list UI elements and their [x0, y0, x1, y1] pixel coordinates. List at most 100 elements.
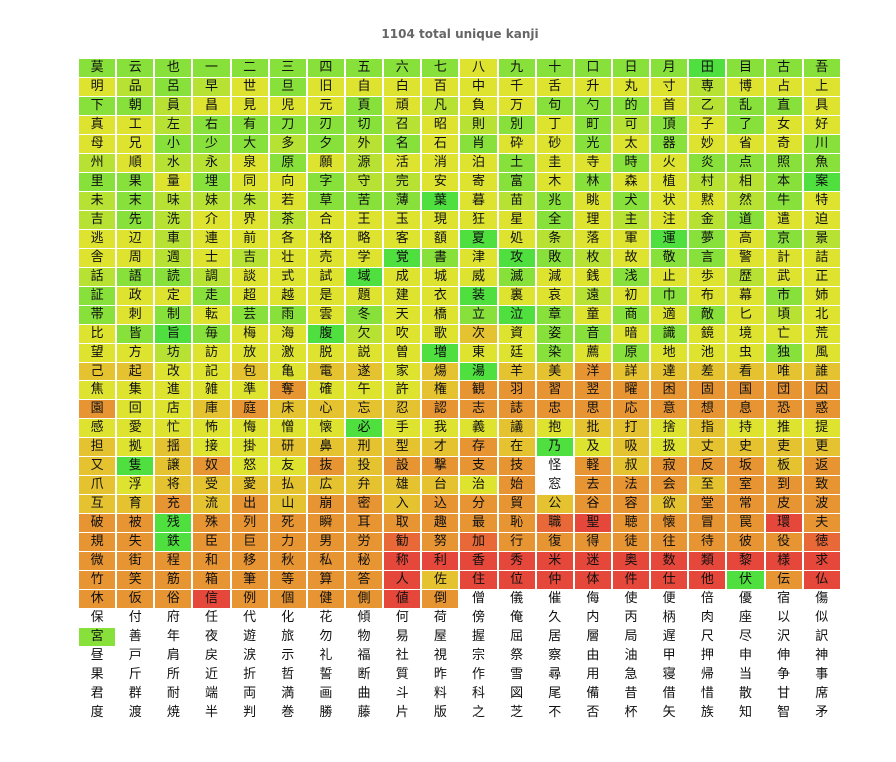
kanji-cell: 浮: [117, 476, 154, 495]
kanji-cell: 連: [193, 229, 230, 248]
kanji-cell: 入: [384, 495, 421, 514]
kanji-cell: 惑: [803, 400, 840, 419]
kanji-cell: 室: [727, 476, 764, 495]
kanji-cell: 団: [765, 381, 802, 400]
kanji-cell: 料: [422, 684, 459, 703]
kanji-cell: 時: [612, 153, 650, 172]
kanji-cell: 佐: [422, 571, 459, 590]
kanji-cell: 泣: [498, 305, 535, 324]
kanji-cell: 弁: [345, 476, 383, 495]
kanji-cell: 善: [117, 628, 154, 647]
kanji-cell: 升: [574, 77, 611, 96]
kanji-cell: 掛: [231, 438, 268, 457]
kanji-cell: 技: [498, 457, 535, 476]
kanji-cell: 健: [307, 590, 344, 609]
kanji-cell: 半: [193, 703, 230, 722]
kanji-cell: 悔: [231, 419, 268, 438]
kanji-cell: 薦: [574, 343, 611, 362]
kanji-cell: 資: [498, 324, 535, 343]
kanji-cell: 我: [422, 419, 459, 438]
kanji-cell: 忍: [384, 400, 421, 419]
kanji-cell: 筆: [231, 571, 268, 590]
kanji-cell: 得: [574, 533, 611, 552]
kanji-cell: 光: [574, 134, 611, 153]
chart-title: 1104 total unique kanji: [381, 27, 539, 41]
kanji-cell: 昌: [193, 96, 230, 115]
kanji-cell: 刑: [345, 438, 383, 457]
kanji-cell: 役: [765, 533, 802, 552]
kanji-cell: 苗: [498, 191, 535, 210]
kanji-cell: 呂: [155, 77, 192, 96]
kanji-cell: 香: [460, 552, 497, 571]
kanji-cell: 装: [460, 286, 497, 305]
kanji-cell: 断: [345, 666, 383, 684]
kanji-cell: 外: [345, 134, 383, 153]
kanji-cell: 任: [193, 609, 230, 628]
kanji-cell: 召: [384, 115, 421, 134]
kanji-cell: 軍: [612, 229, 650, 248]
kanji-cell: 定: [155, 286, 192, 305]
kanji-cell: 量: [155, 172, 192, 191]
kanji-cell: 海: [269, 324, 306, 343]
kanji-cell: 五: [345, 59, 383, 77]
kanji-cell: 苦: [345, 191, 383, 210]
kanji-cell: 警: [727, 248, 764, 267]
kanji-cell: 士: [193, 248, 230, 267]
kanji-cell: 山: [269, 495, 306, 514]
kanji-cell: 進: [155, 381, 192, 400]
kanji-cell: 花: [307, 609, 344, 628]
kanji-cell: 辺: [117, 229, 154, 248]
kanji-cell: 他: [689, 571, 726, 590]
kanji-cell: 以: [765, 609, 802, 628]
kanji-cell: 至: [689, 476, 726, 495]
kanji-cell: 準: [231, 381, 268, 400]
kanji-cell: 州: [79, 153, 116, 172]
kanji-cell: 内: [574, 609, 611, 628]
kanji-cell: 頂: [651, 115, 688, 134]
kanji-cell: 京: [765, 229, 802, 248]
kanji-cell: 歩: [689, 267, 726, 286]
kanji-cell: 学: [345, 248, 383, 267]
kanji-cell: 尾: [536, 684, 573, 703]
kanji-cell: 扱: [651, 438, 688, 457]
kanji-cell: 特: [803, 191, 840, 210]
kanji-cell: 池: [689, 343, 726, 362]
kanji-cell: 洗: [155, 210, 192, 229]
kanji-cell: 越: [269, 286, 306, 305]
kanji-cell: 渡: [117, 703, 154, 722]
kanji-cell: 在: [498, 438, 535, 457]
kanji-cell: 式: [269, 267, 306, 286]
kanji-cell: 帯: [79, 305, 116, 324]
kanji-cell: 週: [155, 248, 192, 267]
kanji-cell: 全: [536, 210, 573, 229]
kanji-cell: 永: [193, 153, 230, 172]
kanji-cell: 田: [689, 59, 726, 77]
kanji-cell: 有: [231, 115, 268, 134]
kanji-cell: 記: [193, 362, 230, 381]
kanji-cell: 耐: [155, 684, 192, 703]
kanji-cell: 矢: [651, 703, 688, 722]
kanji-cell: 初: [612, 286, 650, 305]
kanji-cell: 言: [689, 248, 726, 267]
kanji-cell: 設: [384, 457, 421, 476]
kanji-cell: 研: [269, 438, 306, 457]
kanji-cell: 水: [155, 153, 192, 172]
kanji-cell: 格: [307, 229, 344, 248]
kanji-cell: 合: [307, 210, 344, 229]
kanji-cell: 明: [79, 77, 116, 96]
kanji-cell: 百: [422, 77, 459, 96]
kanji-cell: 書: [422, 248, 459, 267]
kanji-cell: 物: [345, 628, 383, 647]
kanji-cell: 高: [727, 229, 764, 248]
kanji-cell: 担: [79, 438, 116, 457]
kanji-cell: 可: [612, 115, 650, 134]
kanji-cell: 吹: [384, 324, 421, 343]
kanji-cell: 布: [689, 286, 726, 305]
kanji-cell: 九: [498, 59, 535, 77]
kanji-cell: 握: [460, 628, 497, 647]
kanji-cell: 証: [79, 286, 116, 305]
kanji-cell: 月: [651, 59, 688, 77]
kanji-cell: 称: [384, 552, 421, 571]
kanji-cell: 園: [79, 400, 116, 419]
kanji-cell: 姉: [803, 286, 840, 305]
